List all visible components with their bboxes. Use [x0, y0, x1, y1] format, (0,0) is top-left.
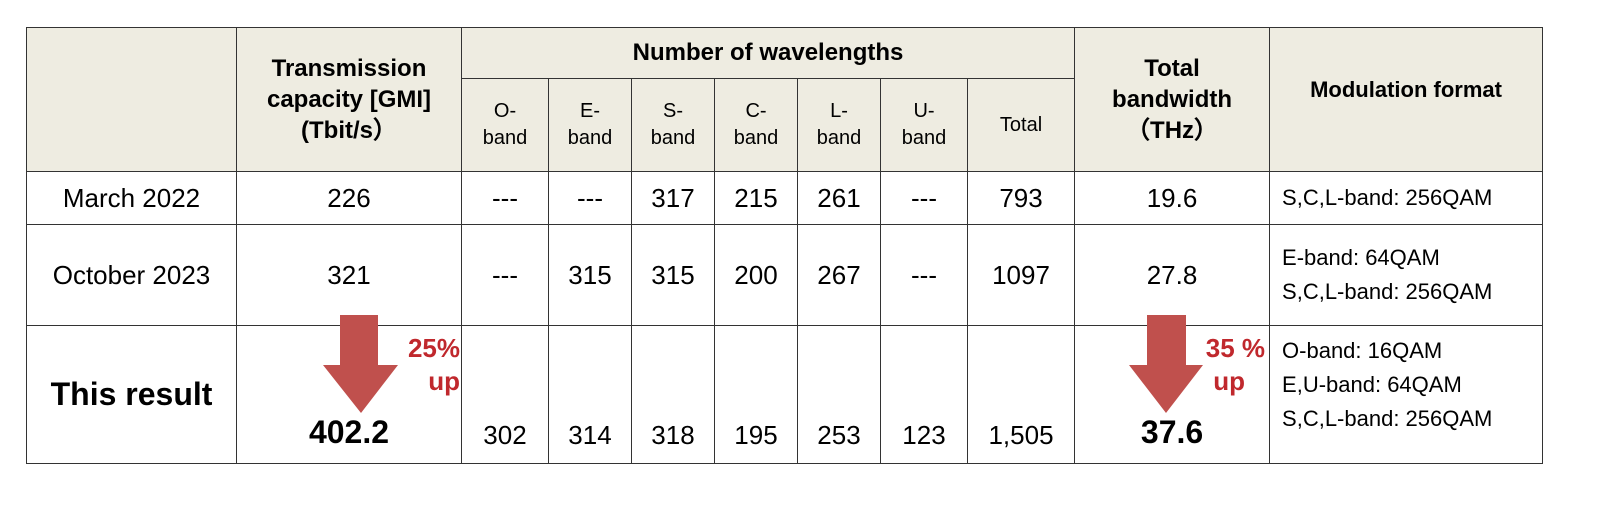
- modulation-line: E,U-band: 64QAM: [1282, 372, 1462, 398]
- results-table: Transmission capacity [GMI] (Tbit/s） Num…: [26, 27, 1544, 464]
- modulation-line: S,C,L-band: 256QAM: [1282, 184, 1493, 210]
- modulation-line: E-band: 64QAM: [1282, 244, 1440, 270]
- header-cell: Modulation format: [1269, 27, 1544, 172]
- band-count: 793: [966, 171, 1076, 225]
- band-label: U-band: [901, 100, 947, 149]
- modulation-line: S,C,L-band: 256QAM: [1282, 279, 1493, 304]
- band-count: 318: [631, 325, 715, 464]
- band-count: 1,505: [966, 325, 1076, 464]
- row-label: March 2022: [26, 171, 237, 225]
- annotation: 25% up: [395, 332, 460, 398]
- band-count: 261: [797, 171, 881, 225]
- band-label: S-band: [650, 100, 696, 149]
- band-label: L-band: [816, 100, 862, 149]
- band-count: 317: [631, 171, 715, 225]
- modulation-cell: S,C,L-band: 256QAM: [1269, 171, 1544, 225]
- modulation-line: O-band: 16QAM: [1282, 338, 1443, 363]
- band-count: 315: [548, 224, 632, 326]
- band-count: 195: [714, 325, 798, 464]
- modulation-line: S,C,L-band: 256QAM: [1282, 406, 1493, 432]
- band-header: C-band: [714, 78, 798, 172]
- modulation-cell: E-band: 64QAM S,C,L-band: 256QAM: [1269, 224, 1544, 326]
- band-header: Total: [966, 78, 1076, 172]
- annotation: 35 % up: [1195, 332, 1265, 398]
- band-count: 253: [797, 325, 881, 464]
- capacity-cell: 226: [236, 171, 462, 225]
- band-header: L-band: [797, 78, 881, 172]
- band-count: 315: [631, 224, 715, 326]
- band-header: E-band: [548, 78, 632, 172]
- band-header: S-band: [631, 78, 715, 172]
- band-count: 1097: [966, 224, 1076, 326]
- band-count: 200: [714, 224, 798, 326]
- annotation-line: up: [1213, 366, 1245, 396]
- band-count: ---: [880, 224, 968, 326]
- header-cell: Number of wavelengths: [460, 27, 1076, 79]
- band-header: O-band: [461, 78, 549, 172]
- annotation-line: 25%: [407, 333, 460, 363]
- annotation-line: up: [428, 366, 460, 396]
- band-count: ---: [461, 171, 549, 225]
- capacity-cell: 321: [236, 224, 462, 326]
- bandwidth-cell: 19.6: [1074, 171, 1271, 225]
- annotation-line: 35 %: [1205, 333, 1265, 363]
- band-label: Total: [999, 113, 1043, 136]
- row-label: This result: [26, 325, 237, 464]
- band-count: 314: [548, 325, 632, 464]
- arrow: [1129, 315, 1203, 413]
- band-header: U-band: [880, 78, 968, 172]
- band-label: E-band: [567, 100, 613, 149]
- band-label: O-band: [482, 100, 528, 149]
- band-count: 267: [797, 224, 881, 326]
- band-count: ---: [461, 224, 549, 326]
- modulation-cell: O-band: 16QAM E,U-band: 64QAM S,C,L-band: …: [1269, 325, 1544, 464]
- band-label: C-band: [733, 100, 779, 149]
- arrow: [323, 315, 398, 413]
- band-count: ---: [548, 171, 632, 225]
- corner-cell: [26, 27, 237, 172]
